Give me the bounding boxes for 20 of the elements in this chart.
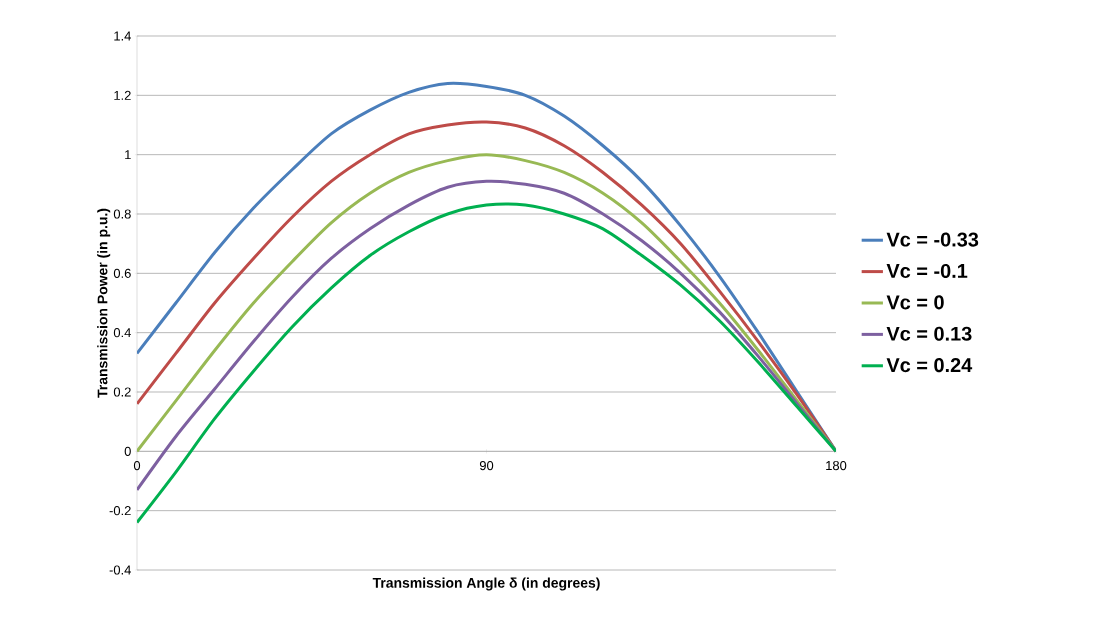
x-tick-label: 0 (133, 460, 141, 471)
y-tick-label: 0 (124, 446, 131, 456)
legend-label: Vc = 0.13 (886, 326, 972, 341)
legend-label: Vc = 0 (886, 295, 944, 310)
y-tick-label: 0.6 (113, 268, 131, 278)
y-tick-label: 1 (125, 150, 131, 160)
y-tick-label: 1.4 (114, 31, 131, 41)
y-axis-title: Transmission Power (in p.u.) (97, 208, 111, 398)
y-tick-label: 0.4 (113, 328, 131, 338)
legend-label: Vc = -0.1 (886, 263, 968, 278)
y-tick-label: -0.4 (109, 565, 131, 575)
x-tick-label: 180 (826, 460, 847, 471)
legend-label: Vc = 0.24 (886, 358, 973, 373)
y-tick-label: -0.2 (109, 506, 131, 516)
x-axis-title: Transmission Angle δ (in degrees) (372, 577, 600, 591)
legend-label: Vc = -0.33 (886, 232, 979, 247)
y-tick-label: 0.2 (113, 387, 131, 397)
y-tick-label: 0.8 (113, 209, 131, 219)
x-tick-label: 90 (479, 460, 494, 471)
y-tick-label: 1.2 (114, 90, 131, 100)
